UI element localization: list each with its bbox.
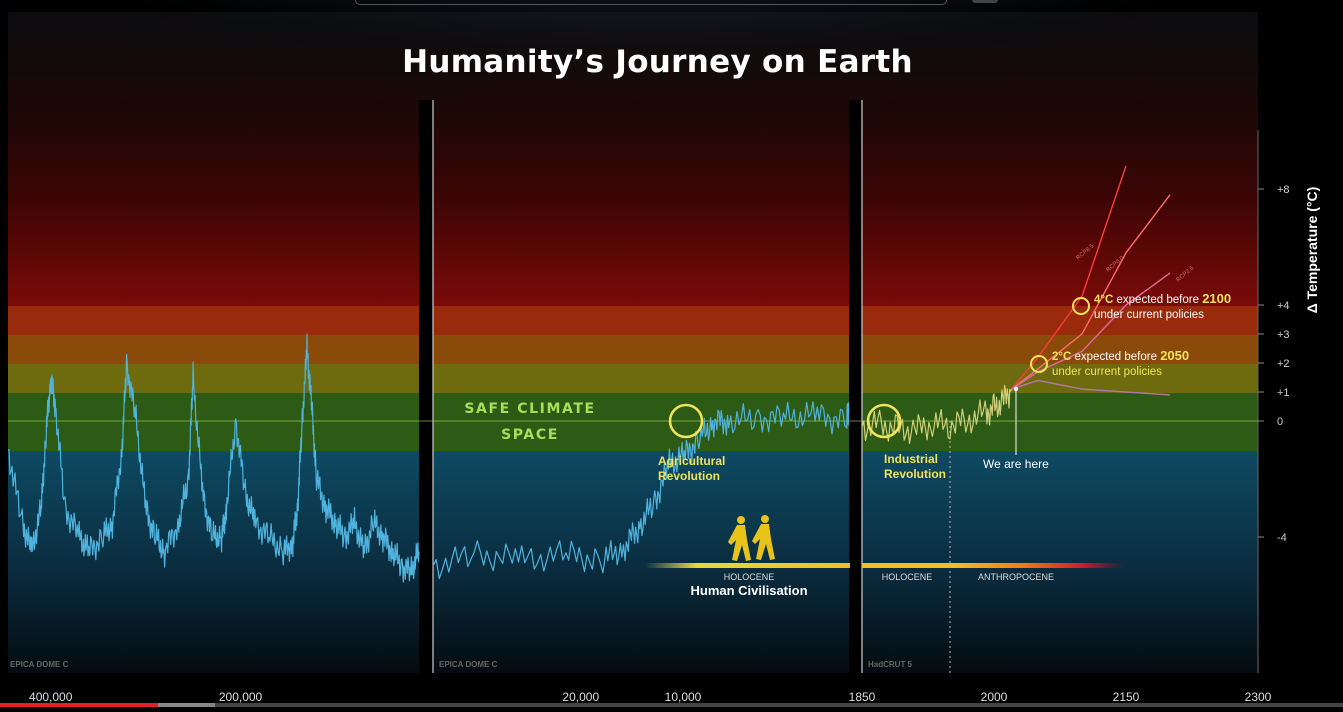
top-control[interactable] bbox=[972, 0, 998, 3]
band-plus2 bbox=[8, 364, 1258, 393]
panel-gap-2 bbox=[849, 100, 862, 678]
c2-subtext: under current policies bbox=[1052, 366, 1162, 378]
temperature-series-panel-2 bbox=[432, 401, 850, 580]
human-civilisation-label: Human Civilisation bbox=[690, 583, 807, 598]
search-bar-outline[interactable] bbox=[355, 0, 947, 5]
we-are-here-dot bbox=[1013, 386, 1019, 392]
walking-people-icon bbox=[728, 515, 775, 561]
source-label-1: EPICA DOME C bbox=[10, 660, 69, 669]
agri-highlight-circle bbox=[668, 403, 704, 439]
chart-title: Humanity’s Journey on Earth bbox=[402, 44, 913, 80]
x-ticks: 400,000 200,000 20,000 10,000 1850 2000 2150 23… bbox=[29, 690, 1272, 704]
c4-subtext: under current policies bbox=[1094, 309, 1204, 321]
y-tick-label: +4 bbox=[1277, 300, 1290, 312]
x-tick-label: 200,000 bbox=[219, 690, 263, 704]
c4-mid: expected before bbox=[1113, 294, 1202, 306]
cold-zone-bg bbox=[8, 451, 1258, 673]
x-tick-label: 400,000 bbox=[29, 690, 73, 704]
bottom-axis-strip bbox=[0, 673, 1343, 703]
c2-year: 2050 bbox=[1160, 348, 1189, 363]
series-history bbox=[861, 384, 1013, 444]
x-tick-label: 2000 bbox=[981, 690, 1008, 704]
series-rcp6-0 bbox=[1011, 194, 1171, 390]
temperature-series-panel-1 bbox=[7, 333, 420, 583]
c4-value: 4°C bbox=[1094, 294, 1113, 306]
c2-callout: 2°C expected before 2050 bbox=[1052, 348, 1189, 363]
y-tick-label: 0 bbox=[1277, 416, 1283, 428]
right-frame-strip bbox=[1258, 12, 1343, 692]
y-tick-label: +3 bbox=[1277, 329, 1290, 341]
holocene-bar-1 bbox=[645, 563, 850, 568]
y-tick-label: +1 bbox=[1277, 387, 1290, 399]
y-tick-label: -4 bbox=[1277, 532, 1287, 544]
panel-gap-1 bbox=[419, 100, 433, 678]
indus-highlight-circle bbox=[866, 403, 902, 439]
y-tick-label: +2 bbox=[1277, 358, 1290, 370]
we-are-here-label: We are here bbox=[983, 457, 1049, 471]
series-rcp2-6 bbox=[1011, 379, 1171, 396]
c2-value: 2°C bbox=[1052, 351, 1071, 363]
band-plus4 bbox=[8, 306, 1258, 335]
x-tick-label: 1850 bbox=[849, 690, 876, 704]
agri-label-2: Revolution bbox=[658, 469, 720, 483]
anthropocene-label: ANTHROPOCENE bbox=[978, 572, 1054, 582]
safe-climate-label-1: SAFE CLIMATE bbox=[464, 401, 595, 417]
video-buffer-bar bbox=[158, 703, 215, 707]
x-tick-label: 10,000 bbox=[665, 690, 702, 704]
holocene-label-2: HOLOCENE bbox=[882, 572, 933, 582]
c4-year: 2100 bbox=[1202, 291, 1231, 306]
agri-label-1: Agricultural bbox=[658, 454, 725, 468]
y-tick-label: +8 bbox=[1277, 184, 1290, 196]
y-ticks: +8 +4 +3 +2 +1 0 -4 bbox=[1258, 184, 1290, 544]
x-tick-label: 2300 bbox=[1245, 690, 1272, 704]
indus-label-2: Revolution bbox=[884, 467, 946, 481]
c4-highlight-circle bbox=[1072, 297, 1090, 315]
y-axis-label: Δ Temperature (°C) bbox=[1304, 187, 1320, 314]
series-rcp8-5 bbox=[1011, 165, 1127, 390]
earth-glow bbox=[0, 0, 1343, 300]
source-label-2: EPICA DOME C bbox=[439, 660, 498, 669]
series-rcp4-5 bbox=[1011, 272, 1171, 390]
video-progress-track[interactable] bbox=[0, 703, 1343, 707]
video-progress-bar[interactable] bbox=[0, 703, 159, 707]
holocene-bar-2 bbox=[862, 563, 957, 568]
safe-band bbox=[8, 393, 1258, 451]
x-tick-label: 20,000 bbox=[562, 690, 599, 704]
holocene-label-1: HOLOCENE bbox=[724, 572, 775, 582]
x-tick-label: 2150 bbox=[1113, 690, 1140, 704]
c4-callout: 4°C expected before 2100 bbox=[1094, 291, 1231, 306]
c2-mid: expected before bbox=[1071, 351, 1160, 363]
indus-label-1: Industrial bbox=[884, 452, 938, 466]
anthropocene-bar bbox=[955, 563, 1125, 568]
c2-highlight-circle bbox=[1030, 355, 1048, 373]
safe-climate-label-2: SPACE bbox=[501, 427, 559, 443]
source-label-3: HadCRUT 5 bbox=[868, 660, 913, 669]
